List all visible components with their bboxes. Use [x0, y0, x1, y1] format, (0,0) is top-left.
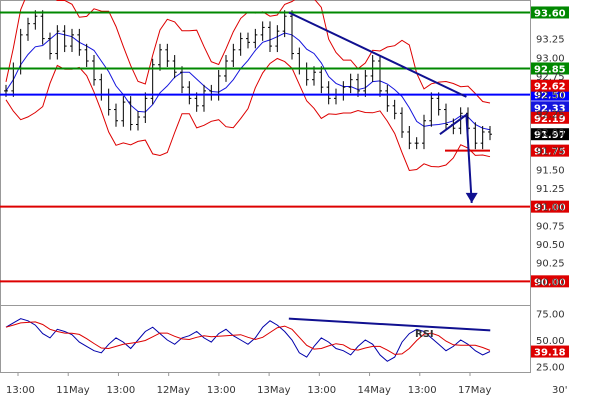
price-tick-label: 90.50 [536, 240, 565, 251]
plot-frame [0, 0, 531, 373]
rsi-tick-label: 50.00 [536, 336, 565, 347]
rsi-tick-label: 75.00 [536, 309, 565, 320]
price-tick-label: 90.00 [536, 277, 565, 288]
price-tag-label: 90.00 [534, 277, 566, 288]
price-tag-label: 92.33 [534, 103, 566, 114]
price-tag-label: 91.00 [534, 203, 566, 214]
timeframe-label: 30' [552, 385, 567, 396]
price-tick-label: 91.75 [536, 147, 565, 158]
price-tag [531, 144, 569, 157]
price-tick-label: 91.25 [536, 184, 565, 195]
price-tick-label: 91.50 [536, 165, 565, 176]
price-tick-label: 91.00 [536, 203, 565, 214]
lower-band [5, 57, 491, 172]
price-trendline [288, 11, 467, 98]
price-tag-label: 91.75 [534, 147, 566, 158]
rsi-label: RSI [415, 329, 434, 340]
x-tick-label: 13:00 [6, 385, 35, 396]
projection-arrowhead [465, 192, 478, 203]
price-tag [531, 6, 569, 19]
x-tick-label: 17May [458, 385, 491, 396]
price-tag [531, 128, 569, 141]
price-tag [531, 111, 569, 124]
x-tick-label: 12May [157, 385, 190, 396]
price-tag [531, 79, 569, 92]
horizontal-levels: 93.60 92.85 92.50 91.00 90.00 91.75 92.62 92.33… [0, 6, 569, 288]
price-tag-label: 93.60 [534, 8, 566, 19]
price-tag-label: 92.85 [534, 64, 566, 75]
x-tick-label: 14May [358, 385, 391, 396]
x-tick-label: 13:00 [408, 385, 437, 396]
price-tag [531, 275, 569, 288]
x-tick-label: 13May [257, 385, 290, 396]
price-tick-label: 90.75 [536, 221, 565, 232]
price-tick-label: 92.50 [536, 91, 565, 102]
axes: 75.00 50.00 25.00 93.25 93.00 92.75 92.50 92.25… [6, 35, 565, 396]
price-tick-label: 93.25 [536, 35, 565, 46]
price-tag-label: 92.62 [534, 82, 566, 93]
grid-layer [0, 0, 531, 373]
x-tick-label: 13:00 [106, 385, 135, 396]
price-tick-label: 92.75 [536, 72, 565, 83]
price-tick-label: 90.25 [536, 259, 565, 270]
rsi-tag [531, 345, 569, 358]
price-tag [531, 200, 569, 213]
price-tick-label: 92.00 [536, 128, 565, 139]
x-tick-label: 11May [56, 385, 89, 396]
x-tick-label: 13:00 [207, 385, 236, 396]
trendlines [288, 11, 478, 203]
price-tick-label: 92.25 [536, 109, 565, 120]
price-tick-label: 93.00 [536, 53, 565, 64]
price-tag-label: 92.50 [534, 91, 566, 102]
rsi-tick-label: 25.00 [536, 363, 565, 374]
projection-path [439, 112, 473, 203]
price-tag-label: 91.97 [534, 130, 566, 141]
rsi-trendline [288, 317, 491, 332]
price-tag-label: 92.19 [534, 114, 566, 125]
x-tick-label: 13:00 [307, 385, 336, 396]
price-tag [531, 62, 569, 75]
rsi-signal-line [5, 321, 491, 355]
rsi-line [5, 318, 491, 362]
rsi-tag-label: 39.18 [534, 348, 566, 359]
price-tag [531, 101, 569, 114]
price-series [4, 10, 492, 150]
rsi-panel: 39.18 [5, 317, 569, 362]
